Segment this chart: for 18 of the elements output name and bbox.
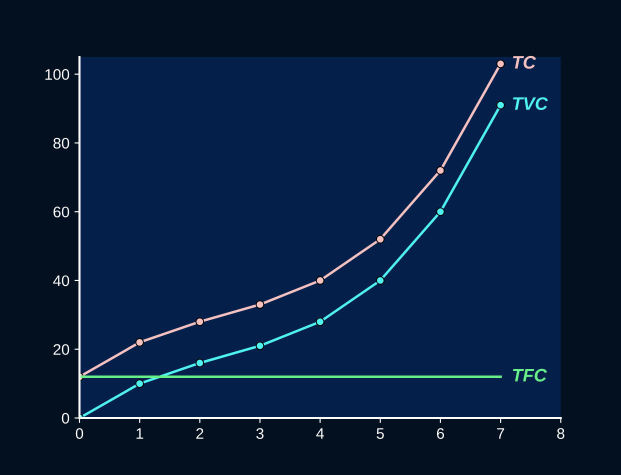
x-tick-label: 0 <box>76 428 84 439</box>
y-tick-label: 100 <box>45 69 70 80</box>
y-tick-label: 20 <box>54 344 70 355</box>
x-tick-label: 6 <box>436 428 444 439</box>
x-tick-label: 3 <box>256 428 264 439</box>
series-label: TFC <box>512 368 548 382</box>
y-tick-label: 0 <box>62 412 70 424</box>
x-tick-label: 7 <box>497 428 504 439</box>
x-tick-label: 5 <box>376 428 384 439</box>
y-tick-label: 60 <box>54 206 70 218</box>
series-label: TC <box>512 56 536 69</box>
series-label: TVC <box>512 97 548 110</box>
x-tick-label: 8 <box>557 428 564 439</box>
y-tick-label: 80 <box>53 138 70 149</box>
x-tick-label: 2 <box>196 428 204 439</box>
y-tick-label: 40 <box>53 275 70 286</box>
x-tick-label: 4 <box>316 428 324 439</box>
x-tick-label: 1 <box>136 428 144 439</box>
